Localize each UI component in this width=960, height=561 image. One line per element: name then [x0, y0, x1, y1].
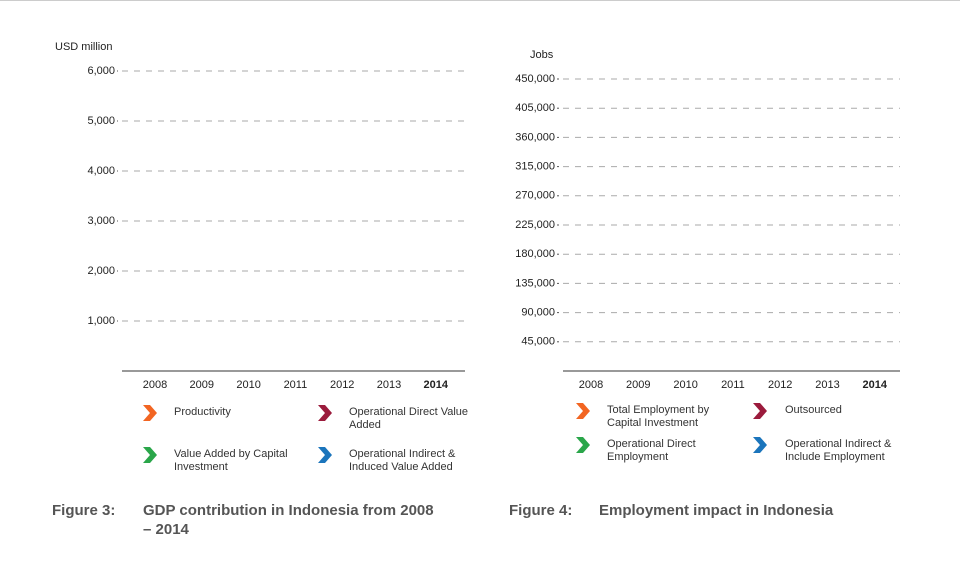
- y-tick-label: 135,000: [515, 277, 555, 289]
- y-tick-label: 2,000: [87, 265, 115, 277]
- caption-label: Figure 3:: [52, 502, 116, 519]
- legend-icon: [318, 405, 332, 421]
- x-tick-label: 2008: [143, 379, 167, 391]
- y-tick-label: 6,000: [87, 65, 115, 77]
- legend-label: Value Added by Capital Investment: [174, 448, 288, 473]
- legend-icon: [576, 437, 590, 453]
- x-tick-label: 2013: [815, 379, 839, 391]
- legend-label: Outsourced: [785, 404, 842, 416]
- caption-text: GDP contribution in Indonesia from 2008 …: [143, 502, 434, 538]
- x-tick-label: 2014: [424, 379, 449, 391]
- y-tick-label: 4,000: [87, 165, 115, 177]
- y-tick-label: 315,000: [515, 161, 555, 173]
- y-tick-label: 360,000: [515, 131, 555, 143]
- x-tick-label: 2008: [579, 379, 603, 391]
- legend-label: Operational Direct Value Added: [349, 406, 469, 431]
- x-tick-label: 2012: [768, 379, 792, 391]
- y-tick-label: 180,000: [515, 248, 555, 260]
- legend-icon: [143, 405, 157, 421]
- x-tick-label: 2010: [673, 379, 697, 391]
- legend-label: Total Employment by Capital Investment: [607, 404, 710, 429]
- x-tick-label: 2010: [236, 379, 260, 391]
- y-tick-label: 1,000: [87, 315, 115, 327]
- x-tick-label: 2009: [190, 379, 214, 391]
- y-tick-label: 405,000: [515, 102, 555, 114]
- x-tick-label: 2012: [330, 379, 354, 391]
- legend-icon: [753, 437, 767, 453]
- y-tick-label: 5,000: [87, 115, 115, 127]
- legend-icon: [576, 403, 590, 419]
- x-tick-label: 2011: [721, 379, 745, 391]
- caption-label: Figure 4:: [509, 502, 573, 519]
- legend-icon: [318, 447, 332, 463]
- legend-icon: [753, 403, 767, 419]
- y-tick-label: 3,000: [87, 215, 115, 227]
- legend-label: Operational Indirect & Include Employmen…: [785, 438, 892, 463]
- legend-label: Operational Direct Employment: [607, 438, 696, 463]
- y-tick-label: 270,000: [515, 190, 555, 202]
- x-tick-label: 2014: [863, 379, 888, 391]
- y-tick-label: 90,000: [521, 307, 555, 319]
- y-tick-label: 225,000: [515, 219, 555, 231]
- legend-label: Operational Indirect & Induced Value Add…: [349, 448, 456, 473]
- y-axis-label: USD million: [55, 41, 112, 53]
- y-tick-label: 45,000: [521, 336, 555, 348]
- x-tick-label: 2013: [377, 379, 401, 391]
- caption-text: Employment impact in Indonesia: [599, 502, 834, 519]
- x-tick-label: 2009: [626, 379, 650, 391]
- x-tick-label: 2011: [284, 379, 308, 391]
- legend-icon: [143, 447, 157, 463]
- legend-label: Productivity: [174, 406, 231, 418]
- y-tick-label: 450,000: [515, 73, 555, 85]
- y-axis-label: Jobs: [530, 49, 554, 61]
